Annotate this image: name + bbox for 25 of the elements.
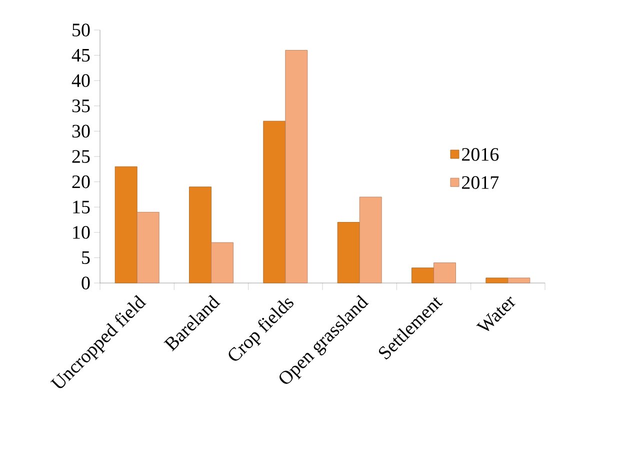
- bar: [434, 262, 456, 284]
- y-tick-label: 45: [72, 48, 90, 62]
- y-tick-label: 10: [73, 226, 90, 239]
- bar: [136, 212, 160, 284]
- bar: [189, 186, 212, 284]
- y-tick-label: 35: [72, 100, 90, 112]
- legend-label: 2016: [462, 148, 499, 161]
- bar: [508, 278, 530, 284]
- y-tick-label: 0: [82, 276, 90, 290]
- y-tick-label: 20: [72, 175, 90, 188]
- bar: [486, 278, 508, 284]
- bar: [337, 222, 360, 284]
- bar: [359, 196, 382, 284]
- y-tick-label: 25: [72, 150, 90, 163]
- bar: [412, 268, 434, 284]
- y-tick-label: 40: [72, 74, 90, 88]
- y-tick-label: 5: [82, 251, 90, 264]
- y-tick-label: 30: [72, 124, 90, 138]
- bar: [211, 242, 234, 284]
- y-tick-label: 50: [72, 24, 90, 36]
- bar: [285, 50, 308, 284]
- bar: [263, 120, 286, 284]
- legend-label: 2017: [462, 176, 499, 189]
- bar: [114, 166, 138, 284]
- y-tick-label: 15: [73, 200, 90, 214]
